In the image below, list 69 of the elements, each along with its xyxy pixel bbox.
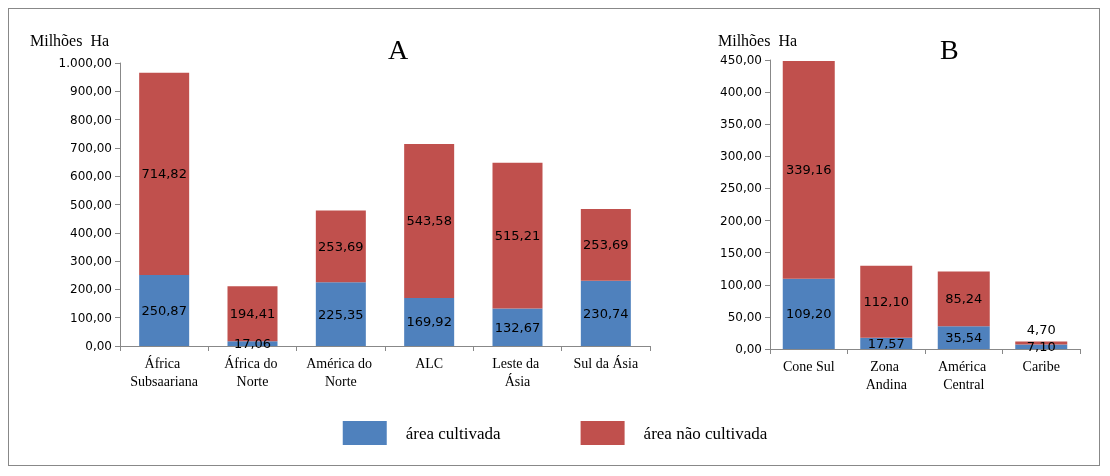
y-tick-label: 500,00 bbox=[70, 197, 112, 212]
data-label: 230,74 bbox=[583, 305, 629, 321]
y-tick-label: 300,00 bbox=[70, 254, 112, 269]
y-tick-label: 150,00 bbox=[720, 245, 762, 260]
bar bbox=[315, 282, 366, 346]
bar bbox=[139, 72, 190, 275]
legend-label: área não cultivada bbox=[643, 423, 768, 443]
y-tick-label: 1.000,00 bbox=[58, 56, 112, 70]
y-tick-label: 100,00 bbox=[70, 310, 112, 325]
data-label: 339,16 bbox=[786, 162, 832, 178]
bar bbox=[139, 275, 190, 346]
bar bbox=[782, 278, 835, 349]
y-tick-label: 900,00 bbox=[70, 84, 112, 99]
legend-label: área cultivada bbox=[405, 423, 502, 443]
y-tick-label: 450,00 bbox=[720, 53, 762, 67]
data-label: 515,21 bbox=[494, 228, 541, 244]
x-tick-label: Sul da Ásia bbox=[573, 354, 639, 371]
data-label: 112,10 bbox=[863, 294, 909, 310]
x-tick-label: Leste da Ásia bbox=[492, 355, 543, 389]
data-label: 169,92 bbox=[406, 314, 452, 330]
y-tick-label: 350,00 bbox=[720, 117, 762, 132]
data-label: 253,69 bbox=[318, 238, 364, 254]
x-tick-label: ALC bbox=[415, 355, 444, 371]
y-tick-label: 600,00 bbox=[70, 169, 112, 184]
y-axis-title: Milhões Ha bbox=[718, 31, 798, 49]
data-label: 109,20 bbox=[786, 306, 832, 322]
data-label: 714,82 bbox=[141, 166, 187, 182]
data-label: 35,54 bbox=[945, 330, 983, 346]
bar bbox=[492, 308, 543, 346]
y-tick-label: 300,00 bbox=[720, 149, 762, 164]
chart-title: A bbox=[388, 33, 409, 65]
data-label: 132,67 bbox=[494, 319, 541, 335]
data-label: 85,24 bbox=[945, 291, 983, 307]
y-tick-label: 800,00 bbox=[70, 112, 112, 127]
bar bbox=[782, 61, 835, 279]
bar bbox=[580, 280, 631, 346]
bar bbox=[404, 144, 455, 298]
y-tick-label: 250,00 bbox=[720, 181, 762, 196]
x-tick-label: Caribe bbox=[1022, 358, 1060, 374]
y-tick-label: 0,00 bbox=[735, 342, 762, 356]
bar bbox=[404, 297, 455, 346]
data-label: 543,58 bbox=[406, 213, 452, 229]
x-tick-label: África do Norte bbox=[224, 354, 281, 389]
data-label: 225,35 bbox=[318, 306, 364, 322]
chart-title: B bbox=[940, 33, 959, 65]
data-label: 250,87 bbox=[141, 303, 187, 318]
y-tick-label: 400,00 bbox=[70, 225, 112, 240]
y-axis-title: Milhões Ha bbox=[30, 31, 110, 49]
x-tick-label: América do Norte bbox=[306, 355, 376, 389]
bar bbox=[937, 271, 990, 327]
bar bbox=[580, 208, 631, 281]
data-label: 4,70 bbox=[1026, 322, 1056, 338]
y-tick-label: 50,00 bbox=[727, 309, 762, 324]
x-tick-label: África Subsaariana bbox=[130, 354, 199, 389]
bar bbox=[860, 265, 913, 338]
y-tick-label: 0,00 bbox=[85, 339, 112, 353]
bar bbox=[315, 210, 366, 283]
y-tick-label: 200,00 bbox=[70, 282, 112, 297]
x-tick-label: Zona Andina bbox=[865, 358, 908, 392]
data-label: 194,41 bbox=[229, 306, 276, 322]
y-tick-label: 200,00 bbox=[720, 213, 762, 228]
y-tick-label: 100,00 bbox=[720, 277, 762, 292]
y-tick-label: 700,00 bbox=[70, 140, 112, 155]
y-tick-label: 400,00 bbox=[720, 85, 762, 100]
data-label: 253,69 bbox=[583, 237, 629, 253]
x-tick-label: América Central bbox=[937, 358, 990, 392]
x-tick-label: Cone Sul bbox=[782, 358, 835, 374]
data-label: 17,57 bbox=[867, 335, 905, 351]
bar bbox=[492, 162, 543, 309]
